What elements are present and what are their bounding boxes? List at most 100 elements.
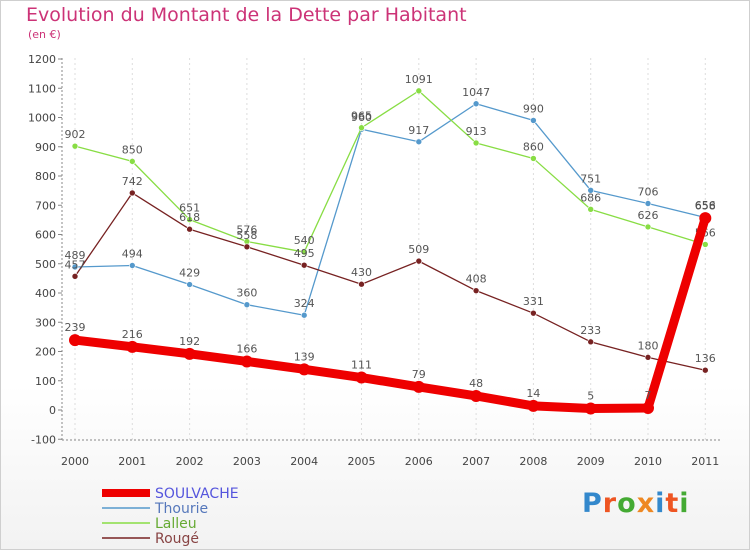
data-point	[412, 380, 425, 393]
data-label: 576	[236, 224, 257, 237]
data-label: 509	[408, 243, 429, 256]
data-point	[300, 311, 308, 319]
data-label: 429	[179, 267, 200, 280]
data-point	[243, 243, 251, 251]
data-label: 494	[122, 248, 143, 261]
data-point	[243, 301, 251, 309]
data-point	[530, 309, 537, 317]
data-label: 233	[580, 324, 601, 337]
data-point	[186, 216, 193, 223]
x-tick-label: 2010	[634, 455, 662, 468]
y-tick-label: -100	[31, 433, 56, 446]
data-point	[415, 87, 423, 95]
data-label: 457	[65, 258, 86, 271]
data-point	[699, 212, 712, 225]
data-label: 960	[351, 111, 372, 124]
data-point	[240, 355, 253, 368]
x-tick-label: 2004	[290, 455, 318, 468]
data-label: 902	[65, 128, 86, 141]
logo-letter: o	[617, 488, 637, 519]
data-point	[69, 334, 81, 347]
data-point	[300, 248, 308, 256]
series-line	[74, 192, 706, 371]
data-point	[644, 354, 652, 361]
data-label: 5	[587, 390, 594, 403]
x-tick-label: 2011	[691, 455, 719, 468]
data-point	[355, 371, 368, 384]
x-tick-label: 2006	[405, 455, 433, 468]
y-tick-label: 100	[35, 375, 56, 388]
data-label: 216	[122, 328, 143, 341]
data-point	[701, 366, 709, 374]
chart-subtitle: (en €)	[28, 28, 61, 41]
data-label: 860	[523, 140, 544, 153]
data-point	[415, 138, 423, 146]
data-point	[126, 340, 139, 353]
logo-letter: x	[636, 488, 656, 519]
data-point	[587, 206, 595, 213]
data-point	[644, 223, 652, 231]
data-point	[415, 257, 423, 265]
x-tick-label: 2000	[61, 455, 89, 468]
data-point	[183, 347, 196, 360]
data-label: 489	[65, 249, 86, 262]
legend-label: Lalleu	[155, 516, 197, 532]
data-label: 706	[638, 185, 659, 198]
y-tick-label: 1200	[28, 53, 56, 66]
data-label: 558	[236, 229, 257, 242]
data-point	[584, 402, 597, 415]
data-label: 751	[580, 172, 601, 185]
data-label: 331	[523, 295, 544, 308]
data-point	[472, 287, 480, 294]
data-label: 408	[466, 273, 487, 286]
data-label: 686	[580, 191, 601, 204]
data-label: 651	[179, 202, 200, 215]
legend-label: Rougé	[155, 531, 199, 547]
data-point	[129, 189, 136, 197]
data-point	[472, 139, 480, 147]
data-point	[129, 158, 136, 165]
logo-letter: t	[665, 488, 680, 519]
y-tick-label: 700	[35, 199, 56, 212]
data-point	[300, 261, 308, 269]
data-point	[186, 281, 193, 288]
data-label: 658	[695, 200, 716, 213]
data-label: 540	[294, 234, 315, 247]
data-label: 324	[294, 297, 315, 310]
data-label: 913	[466, 125, 487, 138]
data-point	[587, 187, 595, 194]
y-tick-label: 200	[35, 346, 56, 359]
series-thourie: 489 494 429 360 324 960 917 1047 990 751 706 658	[65, 86, 716, 319]
data-label: 136	[695, 352, 716, 365]
data-point	[472, 100, 480, 108]
legend-label: SOULVACHE	[155, 486, 239, 502]
y-tick-label: 400	[35, 287, 56, 300]
data-label: 139	[294, 350, 315, 363]
data-label: 111	[351, 359, 372, 372]
data-label: 1047	[462, 86, 490, 99]
data-label: 618	[179, 211, 200, 224]
chart-title: Evolution du Montant de la Dette par Hab…	[26, 4, 467, 26]
data-point	[186, 225, 193, 233]
data-point	[71, 273, 79, 280]
data-point	[298, 363, 311, 376]
data-label: 79	[412, 368, 426, 381]
x-tick-label: 2007	[462, 455, 490, 468]
data-point	[587, 338, 595, 346]
data-label: 990	[523, 102, 544, 115]
data-label: 742	[122, 175, 143, 188]
series-line	[74, 90, 706, 253]
series-roug-: 457 742 618 558 495 430 509 408 331 233 180 136	[65, 175, 716, 374]
data-point	[701, 241, 709, 248]
y-tick-label: 900	[35, 141, 56, 154]
y-tick-label: 800	[35, 170, 56, 183]
data-label: 656	[695, 199, 716, 212]
data-point	[129, 262, 136, 269]
data-label: 192	[179, 335, 200, 348]
data-point	[358, 124, 365, 132]
y-tick-label: 1000	[28, 112, 56, 125]
data-label: 48	[469, 377, 483, 390]
